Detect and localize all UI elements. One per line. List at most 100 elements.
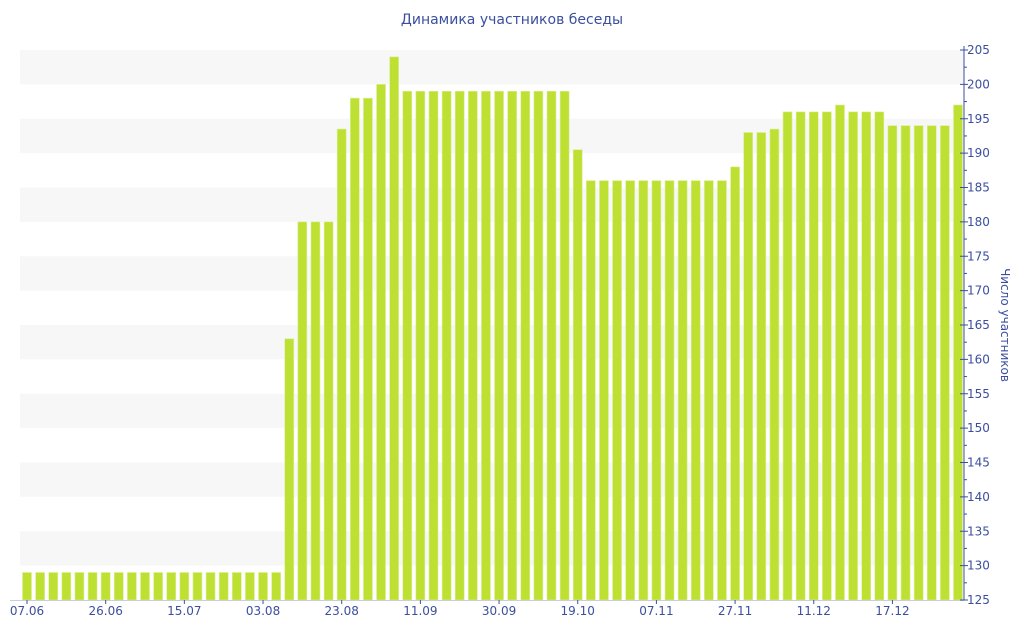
bar: [140, 572, 150, 601]
bar: [389, 56, 399, 601]
bar: [625, 180, 635, 601]
y-tick-label: 175: [967, 249, 990, 263]
bar: [599, 180, 609, 601]
bar: [35, 572, 45, 601]
y-tick-label: 195: [967, 112, 990, 126]
grid-band: [20, 325, 964, 360]
bar: [717, 180, 727, 601]
y-tick-label: 205: [967, 43, 990, 57]
bar: [205, 572, 216, 601]
bar: [664, 180, 675, 601]
y-tick-label: 190: [967, 146, 990, 160]
bar: [677, 180, 688, 601]
bar: [520, 90, 531, 601]
y-tick-label: 155: [967, 387, 990, 401]
bar: [192, 572, 203, 601]
bar: [468, 90, 478, 601]
x-tick-label: 03.08: [246, 604, 280, 618]
x-tick-label: 17.12: [875, 604, 909, 618]
bar: [350, 97, 360, 601]
bar: [559, 90, 570, 601]
bar: [913, 125, 924, 601]
bar: [808, 111, 819, 601]
x-tick-label: 27.11: [718, 604, 752, 618]
x-tick-label: 19.10: [561, 604, 595, 618]
x-tick-label: 26.06: [88, 604, 122, 618]
bar: [284, 338, 295, 601]
bar: [428, 90, 439, 601]
bar: [533, 90, 544, 601]
x-tick-label: 07.11: [639, 604, 673, 618]
bar: [769, 128, 780, 601]
bar: [245, 572, 255, 601]
bar: [232, 572, 242, 601]
x-tick-label: 11.09: [403, 604, 437, 618]
bar: [481, 90, 491, 601]
y-tick-label: 125: [967, 593, 990, 607]
bar: [795, 111, 806, 601]
bar: [546, 90, 557, 601]
bar: [900, 125, 911, 601]
bar: [953, 104, 963, 601]
bar: [48, 572, 59, 601]
bar: [822, 111, 832, 601]
bar: [402, 90, 413, 601]
grid-band: [20, 462, 964, 497]
y-tick-label: 170: [967, 284, 990, 298]
bar: [271, 572, 281, 601]
y-tick-label: 135: [967, 524, 990, 538]
bar: [861, 111, 872, 601]
bar: [730, 166, 740, 601]
grid-band: [20, 531, 964, 566]
bar: [415, 90, 426, 601]
bar: [940, 125, 950, 601]
bar: [310, 221, 321, 601]
grid-band: [20, 256, 964, 291]
bar: [651, 180, 662, 601]
y-axis-title: Число участников: [998, 268, 1012, 382]
bar: [22, 572, 32, 601]
bar: [166, 572, 177, 601]
bar: [258, 572, 268, 601]
bar: [586, 180, 596, 601]
y-tick-label: 165: [967, 318, 990, 332]
bar: [61, 572, 72, 601]
y-tick-label: 200: [967, 77, 990, 91]
bar: [441, 90, 452, 601]
grid-band: [20, 393, 964, 429]
bar: [87, 572, 98, 601]
bar: [297, 221, 308, 601]
x-tick-label: 30.09: [482, 604, 516, 618]
bar: [153, 572, 163, 601]
x-tick-label: 07.06: [10, 604, 44, 618]
bar: [363, 97, 373, 601]
bar: [454, 90, 465, 601]
x-tick-label: 23.08: [325, 604, 359, 618]
bar: [756, 132, 767, 601]
bar: [743, 132, 753, 601]
bar: [323, 221, 334, 601]
y-tick-label: 130: [967, 559, 990, 573]
bar: [572, 149, 583, 601]
grid-band: [20, 50, 964, 85]
grid-band: [20, 187, 964, 222]
bar: [926, 125, 937, 601]
y-tick-label: 160: [967, 352, 990, 366]
bar: [100, 572, 111, 601]
bar: [887, 125, 898, 601]
bar: [113, 572, 124, 601]
bar: [74, 572, 85, 601]
bar: [127, 572, 137, 601]
bar: [835, 104, 845, 601]
y-tick-label: 185: [967, 181, 990, 195]
bar: [848, 111, 858, 601]
y-tick-label: 140: [967, 490, 990, 504]
chart-title: Динамика участников беседы: [400, 12, 624, 28]
bar: [218, 572, 229, 601]
grid-band: [20, 118, 964, 154]
bar: [336, 128, 347, 601]
bar: [874, 111, 885, 601]
bar: [782, 111, 793, 601]
bar: [507, 90, 517, 601]
